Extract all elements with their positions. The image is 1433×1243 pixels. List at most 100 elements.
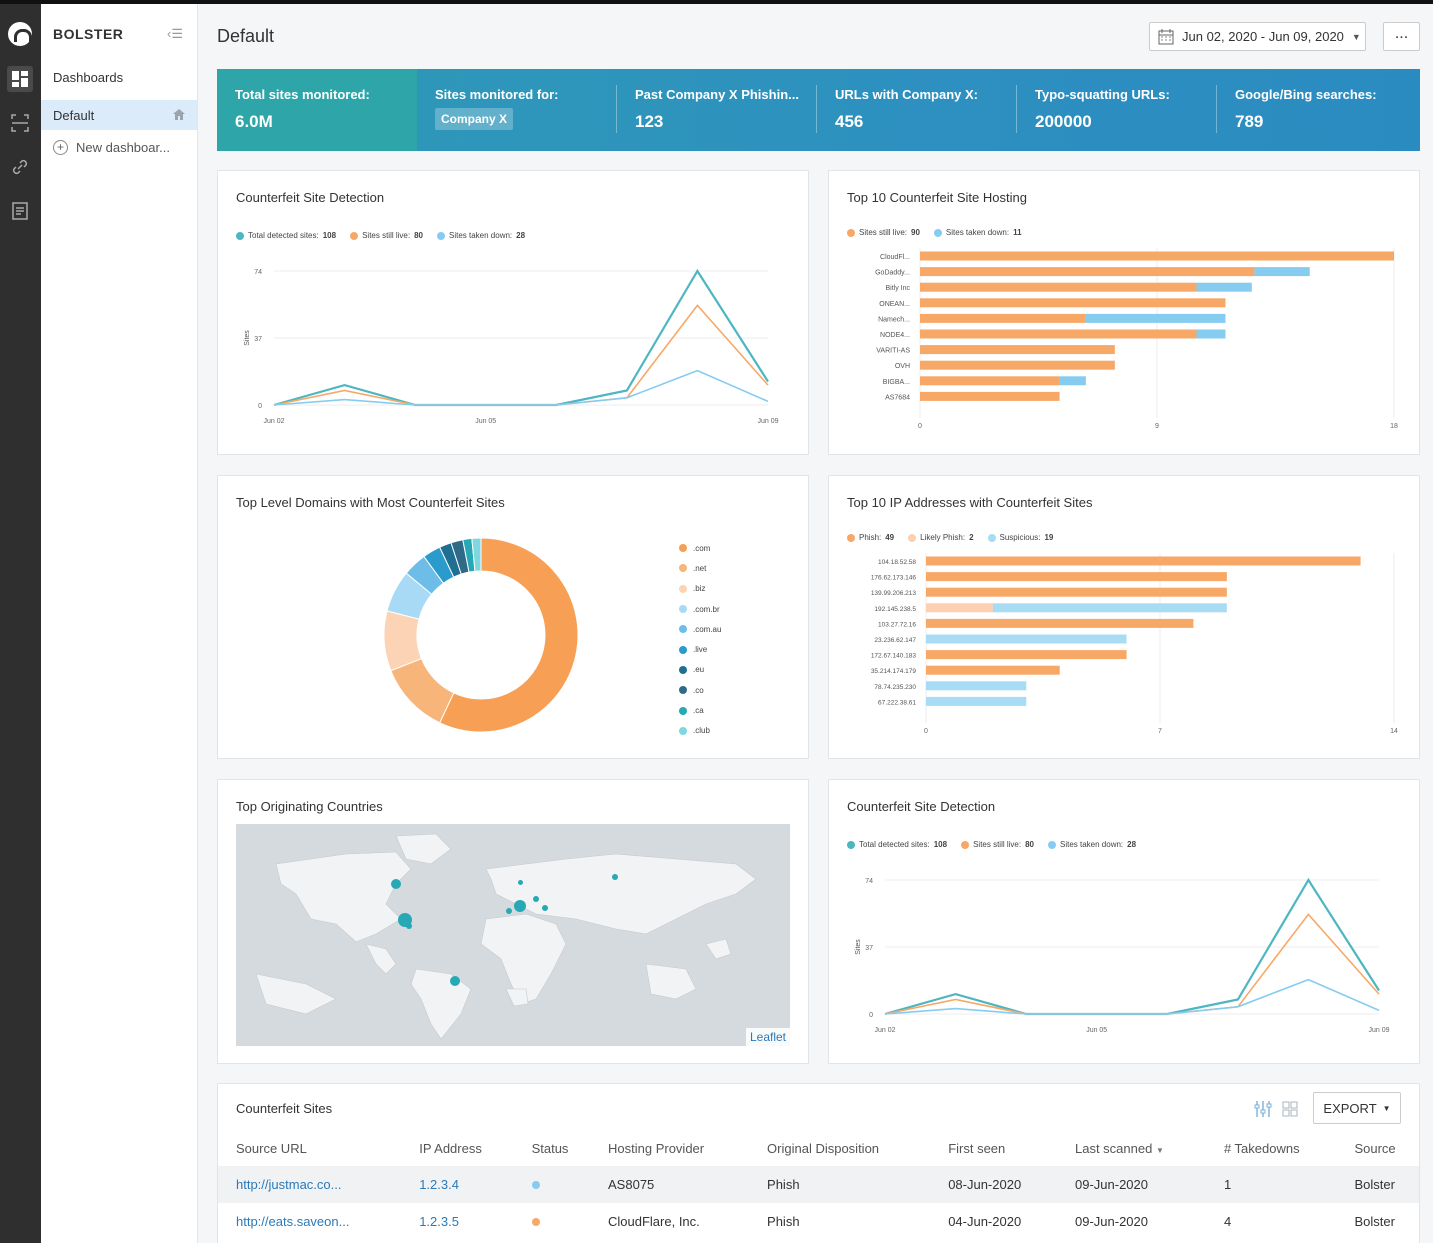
legend-item-taken-down[interactable]: Sites taken down: 28 <box>1048 840 1136 849</box>
scan-icon[interactable] <box>7 110 33 136</box>
card-title: Top 10 IP Addresses with Counterfeit Sit… <box>847 495 1093 510</box>
column-header[interactable]: Source <box>1354 1140 1396 1156</box>
legend-swatch <box>679 605 687 614</box>
bar-segment <box>926 634 1127 644</box>
column-header-label: Last scanned <box>1075 1140 1153 1156</box>
stat-typo-squatting[interactable]: Typo-squatting URLs: 200000 <box>1017 69 1217 151</box>
legend-item-suspicious[interactable]: Suspicious: 19 <box>987 533 1053 542</box>
legend-item-phish[interactable]: Phish: 49 <box>847 533 894 542</box>
chart-legend: Total detected sites: 108 Sites still liv… <box>236 231 525 240</box>
x-tick-label: Jun 09 <box>757 418 778 425</box>
card-title: Counterfeit Site Detection <box>236 190 385 205</box>
link-icon[interactable] <box>7 154 33 180</box>
map-marker[interactable] <box>406 923 412 929</box>
column-header[interactable]: Original Disposition <box>767 1140 880 1156</box>
legend-item[interactable]: .co <box>679 680 721 700</box>
y-tick-label: 37 <box>865 945 873 952</box>
y-axis-label: Sites <box>244 330 251 346</box>
world-map-graphic <box>255 833 757 1040</box>
legend-item[interactable]: .club <box>679 721 721 741</box>
column-settings-icon[interactable] <box>1254 1100 1272 1118</box>
legend-item[interactable]: .live <box>679 639 721 659</box>
takedowns-cell: 1 <box>1205 1166 1337 1203</box>
world-map[interactable]: Leaflet <box>236 824 790 1046</box>
bar-segment <box>1059 376 1086 386</box>
date-range-picker[interactable]: Jun 02, 2020 - Jun 09, 2020 ▼ <box>1149 22 1366 51</box>
legend-item-taken-down[interactable]: Sites taken down: 28 <box>437 231 525 240</box>
ip-bar-chart: 0 7 14 104.18.52.58 176.62.173.146 139.99.206… <box>871 553 1398 735</box>
legend-label: Total detected sites: <box>248 231 319 240</box>
legend-item[interactable]: .com.au <box>679 619 721 639</box>
bar-segment <box>926 618 1194 628</box>
y-tick-label: 0 <box>258 403 262 410</box>
last-scanned-cell: 09-Jun-2020 <box>1057 1166 1206 1203</box>
source-url-link[interactable]: http://justmac.co... <box>218 1166 402 1203</box>
legend-swatch <box>987 533 996 542</box>
bar-segment <box>920 313 1086 323</box>
leaflet-attribution[interactable]: Leaflet <box>745 1028 790 1046</box>
stat-total-sites[interactable]: Total sites monitored: 6.0M <box>217 69 417 151</box>
column-header[interactable]: First seen <box>948 1140 1006 1156</box>
column-header[interactable]: Status <box>531 1140 569 1156</box>
legend-swatch <box>679 564 687 573</box>
stat-urls-with-company[interactable]: URLs with Company X: 456 <box>817 69 1017 151</box>
legend-item[interactable]: .biz <box>679 579 721 599</box>
report-icon[interactable] <box>7 198 33 224</box>
table-row[interactable]: http://eats.saveon... 1.2.3.5 CloudFlare… <box>218 1203 1419 1240</box>
legend-item-total[interactable]: Total detected sites: 108 <box>236 231 336 240</box>
map-marker[interactable] <box>450 976 460 986</box>
bar-segment <box>926 665 1060 675</box>
category-label: OVH <box>895 363 910 370</box>
bolster-logo-icon[interactable] <box>8 22 32 46</box>
sidebar-heading-dashboards[interactable]: Dashboards <box>53 70 124 85</box>
map-marker[interactable] <box>542 905 548 911</box>
bar-segment <box>1254 267 1310 277</box>
map-marker[interactable] <box>533 896 539 902</box>
map-marker[interactable] <box>391 879 401 889</box>
new-dashboard-button[interactable]: + New dashboar... <box>53 140 170 155</box>
map-marker[interactable] <box>506 908 512 914</box>
sidebar-item-default[interactable]: Default <box>41 100 197 130</box>
map-marker[interactable] <box>612 874 618 880</box>
more-options-button[interactable]: ... <box>1383 22 1420 51</box>
map-marker[interactable] <box>514 900 526 912</box>
legend-count: 80 <box>414 231 423 240</box>
dashboard-icon[interactable] <box>7 66 33 92</box>
legend-item-live[interactable]: Sites still live: 80 <box>350 231 423 240</box>
status-dot <box>531 1181 540 1189</box>
legend-item[interactable]: .net <box>679 558 721 578</box>
stat-search-engines[interactable]: Google/Bing searches: 789 <box>1217 69 1417 151</box>
stat-sites-monitored-for[interactable]: Sites monitored for: Company X <box>417 69 617 151</box>
export-button[interactable]: EXPORT ▼ <box>1313 1092 1401 1124</box>
legend-item-taken-down[interactable]: Sites taken down: 11 <box>933 228 1022 237</box>
legend-count: 108 <box>322 231 337 240</box>
column-header[interactable]: # Takedowns <box>1223 1140 1300 1156</box>
legend-item-live[interactable]: Sites still live: 80 <box>961 840 1034 849</box>
company-chip[interactable]: Company X <box>435 108 514 130</box>
ip-address-link[interactable]: 1.2.3.4 <box>401 1166 514 1203</box>
legend-item[interactable]: .com.br <box>679 599 721 619</box>
column-header-sorted[interactable]: Last scanned ▼ <box>1057 1130 1206 1166</box>
grid-view-icon[interactable] <box>1282 1101 1298 1117</box>
legend-label: Sites taken down: <box>449 231 513 240</box>
legend-item-likely-phish[interactable]: Likely Phish: 2 <box>908 533 974 542</box>
stat-past-phishing[interactable]: Past Company X Phishin... 123 <box>617 69 817 151</box>
category-label: NODE4... <box>880 332 910 339</box>
legend-item[interactable]: .ca <box>679 700 721 720</box>
ip-address-link[interactable]: 1.2.3.5 <box>419 1214 459 1229</box>
top-strip <box>0 0 1433 4</box>
legend-item-live[interactable]: Sites still live: 90 <box>847 228 920 237</box>
card-title: Counterfeit Site Detection <box>847 799 996 814</box>
legend-item-total[interactable]: Total detected sites: 108 <box>847 840 947 849</box>
legend-swatch <box>679 726 687 735</box>
legend-item[interactable]: .com <box>679 538 721 558</box>
column-header[interactable]: Source URL <box>236 1140 307 1156</box>
source-url-link[interactable]: http://eats.saveon... <box>236 1214 350 1229</box>
legend-item[interactable]: .eu <box>679 660 721 680</box>
collapse-sidebar-icon[interactable]: ‹☰ <box>167 26 183 41</box>
legend-label: Phish: <box>859 533 882 542</box>
column-header[interactable]: Hosting Provider <box>608 1140 705 1156</box>
map-marker[interactable] <box>518 880 523 885</box>
table-row[interactable]: http://justmac.co... 1.2.3.4 AS8075 Phis… <box>218 1166 1419 1203</box>
column-header[interactable]: IP Address <box>419 1140 482 1156</box>
